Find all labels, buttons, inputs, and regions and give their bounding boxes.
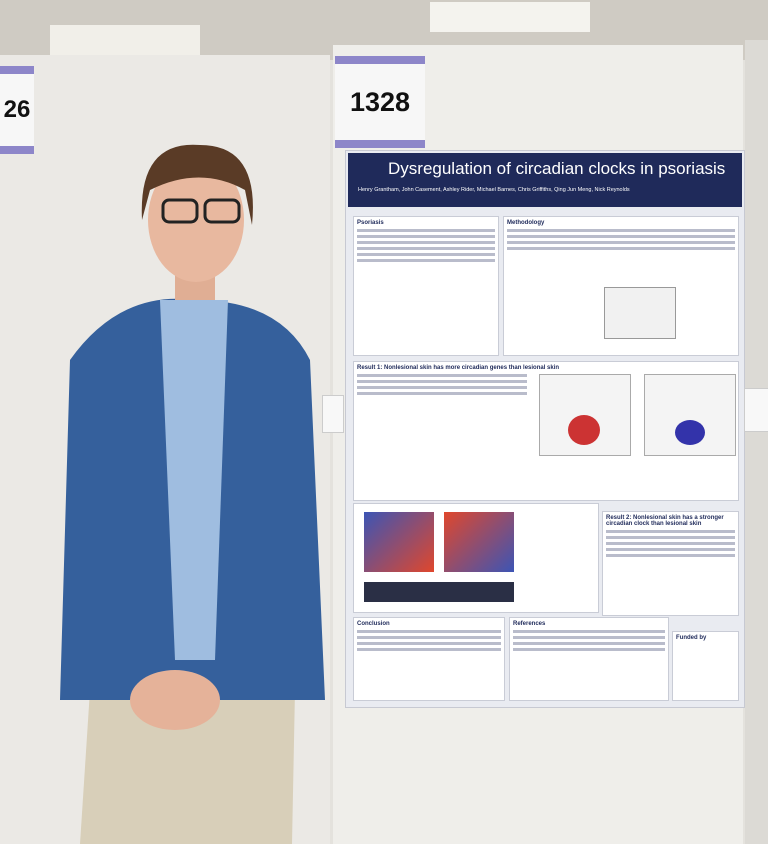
poster-authors: Henry Grantham, John Casement, Ashley Ri… [358, 187, 630, 193]
ceiling-light [50, 25, 200, 55]
section: Methodology [503, 216, 739, 356]
ceiling-light [430, 2, 590, 32]
volcano-plot [644, 374, 736, 456]
glasses [203, 198, 241, 224]
trousers [80, 690, 295, 844]
holder [744, 388, 768, 432]
section-heading: References [513, 621, 546, 627]
board-number: 1328 [335, 56, 425, 148]
hair [141, 144, 253, 225]
figure [568, 415, 600, 445]
poster-header: Dysregulation of circadian clocks in pso… [348, 153, 742, 207]
section-heading: Psoriasis [357, 220, 384, 226]
section: Conclusion [353, 617, 505, 701]
section: Psoriasis [353, 216, 499, 356]
volcano-plot [539, 374, 631, 456]
board-edge [745, 40, 768, 844]
section-heading: Methodology [507, 220, 545, 226]
section [353, 503, 599, 613]
hands [130, 670, 220, 730]
holder [322, 395, 344, 433]
section: Result 1: Nonlesional skin has more circ… [353, 361, 739, 501]
poster: Dysregulation of circadian clocks in pso… [345, 150, 745, 708]
figure [675, 420, 705, 445]
section-heading: Funded by [676, 635, 707, 641]
figure [604, 287, 676, 339]
heatmap [364, 512, 434, 572]
glasses [161, 198, 199, 224]
poster-title: Dysregulation of circadian clocks in pso… [388, 159, 726, 178]
section: References [509, 617, 669, 701]
section-heading: Conclusion [357, 621, 390, 627]
table [364, 582, 514, 602]
heatmap [444, 512, 514, 572]
shirt [160, 300, 228, 660]
section: Result 2: Nonlesional skin has a stronge… [602, 511, 739, 616]
section-heading: Result 2: Nonlesional skin has a stronge… [606, 515, 724, 527]
section: Funded by [672, 631, 739, 701]
section-heading: Result 1: Nonlesional skin has more circ… [357, 365, 560, 371]
board-number: 26 [0, 66, 34, 154]
